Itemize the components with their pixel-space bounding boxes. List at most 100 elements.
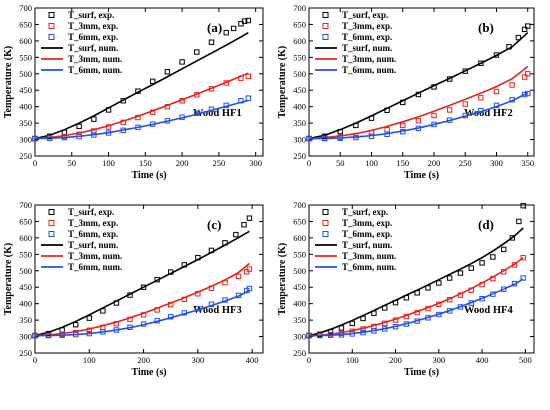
data-point <box>457 270 464 276</box>
data-point <box>478 60 484 66</box>
data-point <box>468 300 474 306</box>
data-point <box>525 90 531 97</box>
data-point <box>149 78 156 85</box>
data-point <box>415 125 422 132</box>
data-point <box>360 329 366 336</box>
data-point <box>154 318 160 324</box>
x-tick-label: 200 <box>176 158 189 168</box>
y-tick-label: 400 <box>293 102 306 112</box>
data-point <box>233 231 239 238</box>
data-point <box>478 107 484 114</box>
wood-annotation: Wood HF3 <box>193 305 242 316</box>
series-line <box>34 72 249 140</box>
data-point <box>120 127 126 134</box>
data-point <box>235 292 242 299</box>
legend-entry: T_3mm, exp. <box>68 21 118 31</box>
series-line <box>308 65 529 140</box>
data-point <box>208 285 215 291</box>
data-point <box>462 112 468 119</box>
plot-frame <box>34 7 264 157</box>
x-axis-label: Time (s) <box>131 170 166 181</box>
data-point <box>230 25 237 32</box>
y-tick-label: 250 <box>293 151 306 161</box>
panel-label: (b) <box>478 20 494 35</box>
y-tick-label: 650 <box>19 19 32 29</box>
data-point <box>520 254 526 261</box>
data-point <box>516 218 522 225</box>
legend-entry: T_3mm, num. <box>68 251 122 261</box>
data-point <box>154 307 160 313</box>
chart-panel-c: 0 100 200 300 400 250 300 350 400 450 500 550 600 650… <box>3 200 264 378</box>
data-point <box>415 118 422 124</box>
y-tick-label: 250 <box>293 348 306 358</box>
legend-entry: T_surf, exp. <box>342 10 388 20</box>
data-point <box>120 98 126 104</box>
series-line <box>35 289 250 337</box>
x-tick-label: 100 <box>365 158 378 168</box>
data-point <box>164 69 171 75</box>
data-point <box>327 328 334 335</box>
data-point <box>181 262 187 268</box>
data-point <box>246 266 253 272</box>
data-point <box>425 305 431 312</box>
data-point <box>246 215 253 221</box>
wood-annotation: Wood HF1 <box>193 108 242 119</box>
data-point <box>478 95 484 101</box>
y-tick-label: 450 <box>293 282 306 292</box>
data-point <box>501 286 507 292</box>
data-point <box>164 103 171 110</box>
data-point <box>76 123 82 130</box>
data-point <box>371 310 377 316</box>
chart-panel-d: 0 100 200 300 400 500 250 300 350 400 450 500 550 600… <box>277 200 535 378</box>
data-point <box>403 313 410 320</box>
data-point <box>349 331 355 337</box>
data-point <box>337 135 343 141</box>
legend-entry: T_6mm, exp. <box>68 32 118 42</box>
data-point <box>195 254 201 261</box>
data-point <box>501 269 507 275</box>
x-tick-label: 150 <box>139 158 152 168</box>
data-point <box>181 310 187 316</box>
data-point <box>501 246 507 253</box>
data-point <box>353 134 359 141</box>
data-point <box>414 309 420 316</box>
data-point <box>382 326 388 332</box>
data-point <box>195 291 201 297</box>
data-point <box>135 88 141 94</box>
data-point <box>194 110 200 116</box>
data-point <box>73 322 79 328</box>
data-point <box>436 311 442 318</box>
y-tick-label: 700 <box>293 3 306 13</box>
data-point <box>521 91 528 98</box>
data-point <box>525 23 531 29</box>
data-point <box>349 320 355 327</box>
data-point <box>100 329 106 335</box>
legend-marker <box>48 12 55 18</box>
data-point <box>462 101 468 107</box>
data-point <box>414 318 420 324</box>
y-tick-label: 550 <box>293 249 306 259</box>
data-point <box>241 18 248 24</box>
data-point <box>245 95 251 101</box>
data-point <box>515 34 522 41</box>
x-tick-label: 0 <box>33 158 37 168</box>
data-point <box>149 121 156 127</box>
legend-marker <box>48 220 55 226</box>
data-point <box>493 52 500 58</box>
data-point <box>509 235 516 241</box>
data-point <box>59 332 65 338</box>
legend-entry: T_6mm, num. <box>342 65 396 75</box>
data-point <box>338 332 345 338</box>
panel-label: (a) <box>207 20 222 35</box>
data-point <box>140 284 147 290</box>
y-tick-label: 300 <box>293 135 306 145</box>
data-point <box>86 330 92 337</box>
legend-entry: T_3mm, exp. <box>342 218 392 228</box>
y-tick-label: 600 <box>293 233 306 243</box>
data-point <box>127 324 133 331</box>
x-tick-label: 50 <box>336 158 345 168</box>
data-point <box>431 112 437 119</box>
data-point <box>479 281 485 288</box>
data-point <box>431 84 437 90</box>
series-line <box>309 278 524 337</box>
